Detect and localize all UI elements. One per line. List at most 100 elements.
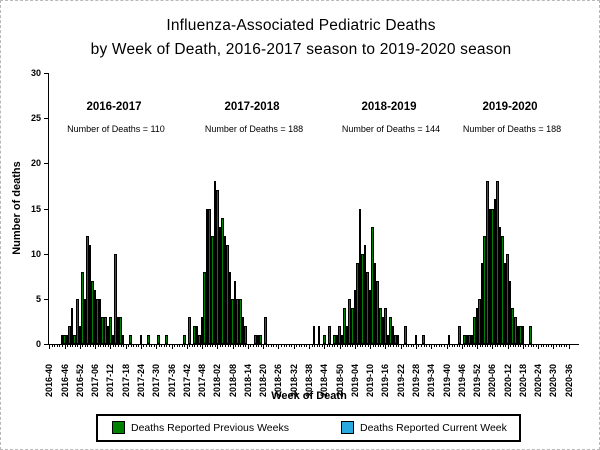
death-count-bar xyxy=(468,334,471,344)
x-axis-tick xyxy=(456,345,458,347)
season-deaths-2019-2020: Number of Deaths = 188 xyxy=(462,124,562,134)
death-count-bar xyxy=(129,334,133,344)
x-axis-tick xyxy=(469,345,471,347)
legend-previous-label: Deaths Reported Previous Weeks xyxy=(131,421,289,434)
x-axis-tick xyxy=(405,345,407,347)
death-count-bar xyxy=(343,307,346,344)
x-axis-tick xyxy=(125,345,127,349)
x-axis-line xyxy=(48,344,579,345)
x-axis-tick xyxy=(72,345,74,347)
x-axis-tick-label: 2019-28 xyxy=(410,363,421,397)
x-axis-tick-label: 2020-12 xyxy=(502,363,513,397)
x-axis-tick xyxy=(499,345,501,347)
x-axis-tick xyxy=(120,345,122,347)
chart-title-line2: by Week of Death, 2016-2017 season to 20… xyxy=(90,41,512,58)
x-axis-tick-label: 2018-26 xyxy=(273,363,284,397)
y-axis-tick xyxy=(44,344,48,345)
x-axis-tick xyxy=(314,345,316,347)
x-axis-tick xyxy=(563,345,565,347)
x-axis-tick xyxy=(77,345,79,347)
x-axis-tick xyxy=(100,345,102,347)
death-count-bar xyxy=(391,325,395,344)
x-axis-tick xyxy=(176,345,178,347)
x-axis-tick xyxy=(426,345,428,347)
x-axis-tick xyxy=(324,345,326,349)
x-axis-tick-label: 2017-18 xyxy=(120,363,131,397)
x-axis-tick xyxy=(359,345,361,347)
x-axis-tick xyxy=(293,345,295,349)
x-axis-tick xyxy=(385,345,387,349)
x-axis-tick xyxy=(449,345,451,347)
x-axis-tick xyxy=(171,345,173,349)
x-axis-tick xyxy=(135,345,137,347)
death-count-bar xyxy=(213,181,217,344)
x-axis-tick xyxy=(438,345,440,347)
x-axis-tick xyxy=(56,345,58,347)
death-count-bar xyxy=(351,307,354,344)
x-axis-tick xyxy=(95,345,97,349)
x-axis-tick xyxy=(258,345,260,347)
x-axis-tick xyxy=(372,345,374,347)
x-axis-tick xyxy=(347,345,349,347)
x-axis-tick-label: 2019-46 xyxy=(456,363,467,397)
x-axis-tick xyxy=(148,345,150,347)
legend-current-label: Deaths Reported Current Week xyxy=(360,421,507,434)
x-axis-tick xyxy=(265,345,267,347)
x-axis-tick-label: 2019-40 xyxy=(441,363,452,397)
x-axis-tick xyxy=(538,345,540,349)
x-axis-tick xyxy=(484,345,486,347)
x-axis-tick xyxy=(181,345,183,347)
x-axis-tick xyxy=(558,345,560,347)
x-axis-tick xyxy=(278,345,280,349)
y-axis-tick-label: 30 xyxy=(30,68,41,78)
x-axis-tick-label: 2019-10 xyxy=(365,363,376,397)
x-axis-tick xyxy=(199,345,201,347)
x-axis-tick xyxy=(273,345,275,347)
x-axis-tick xyxy=(367,345,369,347)
death-count-bar xyxy=(241,316,245,344)
x-axis-tick xyxy=(227,345,229,347)
x-axis-tick-label: 2019-16 xyxy=(380,363,391,397)
x-axis-tick xyxy=(477,345,479,349)
death-count-bar xyxy=(182,334,186,344)
death-count-bar xyxy=(236,298,239,344)
x-axis-tick xyxy=(270,345,272,347)
death-count-bar xyxy=(480,262,484,344)
death-count-bar xyxy=(457,325,461,344)
x-axis-tick-label: 2016-40 xyxy=(44,363,55,397)
death-count-bar xyxy=(379,307,382,344)
death-count-bar xyxy=(200,316,204,344)
x-axis-tick xyxy=(331,345,333,347)
season-label-2018-2019: 2018-2019 xyxy=(361,101,417,113)
x-axis-tick xyxy=(352,345,354,347)
x-axis-tick xyxy=(74,345,76,347)
death-count-bar xyxy=(422,334,425,344)
season-deaths-2016-2017: Number of Deaths = 110 xyxy=(67,124,165,134)
death-count-bar xyxy=(508,280,512,344)
x-axis-title: Week of Death xyxy=(271,390,347,402)
death-count-bar xyxy=(384,307,387,344)
x-axis-tick xyxy=(143,345,145,347)
x-axis-tick xyxy=(365,345,367,347)
x-axis-tick xyxy=(166,345,168,347)
death-count-bar xyxy=(238,298,242,344)
y-axis-tick-label: 10 xyxy=(30,248,41,259)
x-axis-tick xyxy=(189,345,191,347)
death-count-bar xyxy=(147,334,150,344)
x-axis-tick xyxy=(260,345,262,347)
x-axis-tick xyxy=(354,345,356,349)
x-axis-tick xyxy=(130,345,132,347)
death-count-bar xyxy=(254,334,257,344)
x-axis-tick xyxy=(252,345,254,347)
x-axis-tick xyxy=(204,345,206,347)
x-axis-tick xyxy=(245,345,247,347)
x-axis-tick xyxy=(298,345,300,347)
death-count-bar xyxy=(381,316,385,344)
x-axis-tick xyxy=(329,345,331,347)
death-count-bar xyxy=(264,316,267,344)
x-axis-tick xyxy=(212,345,214,347)
death-count-bar xyxy=(373,262,377,344)
death-count-bar xyxy=(205,208,209,344)
x-axis-tick xyxy=(382,345,384,347)
x-axis-tick xyxy=(487,345,489,347)
